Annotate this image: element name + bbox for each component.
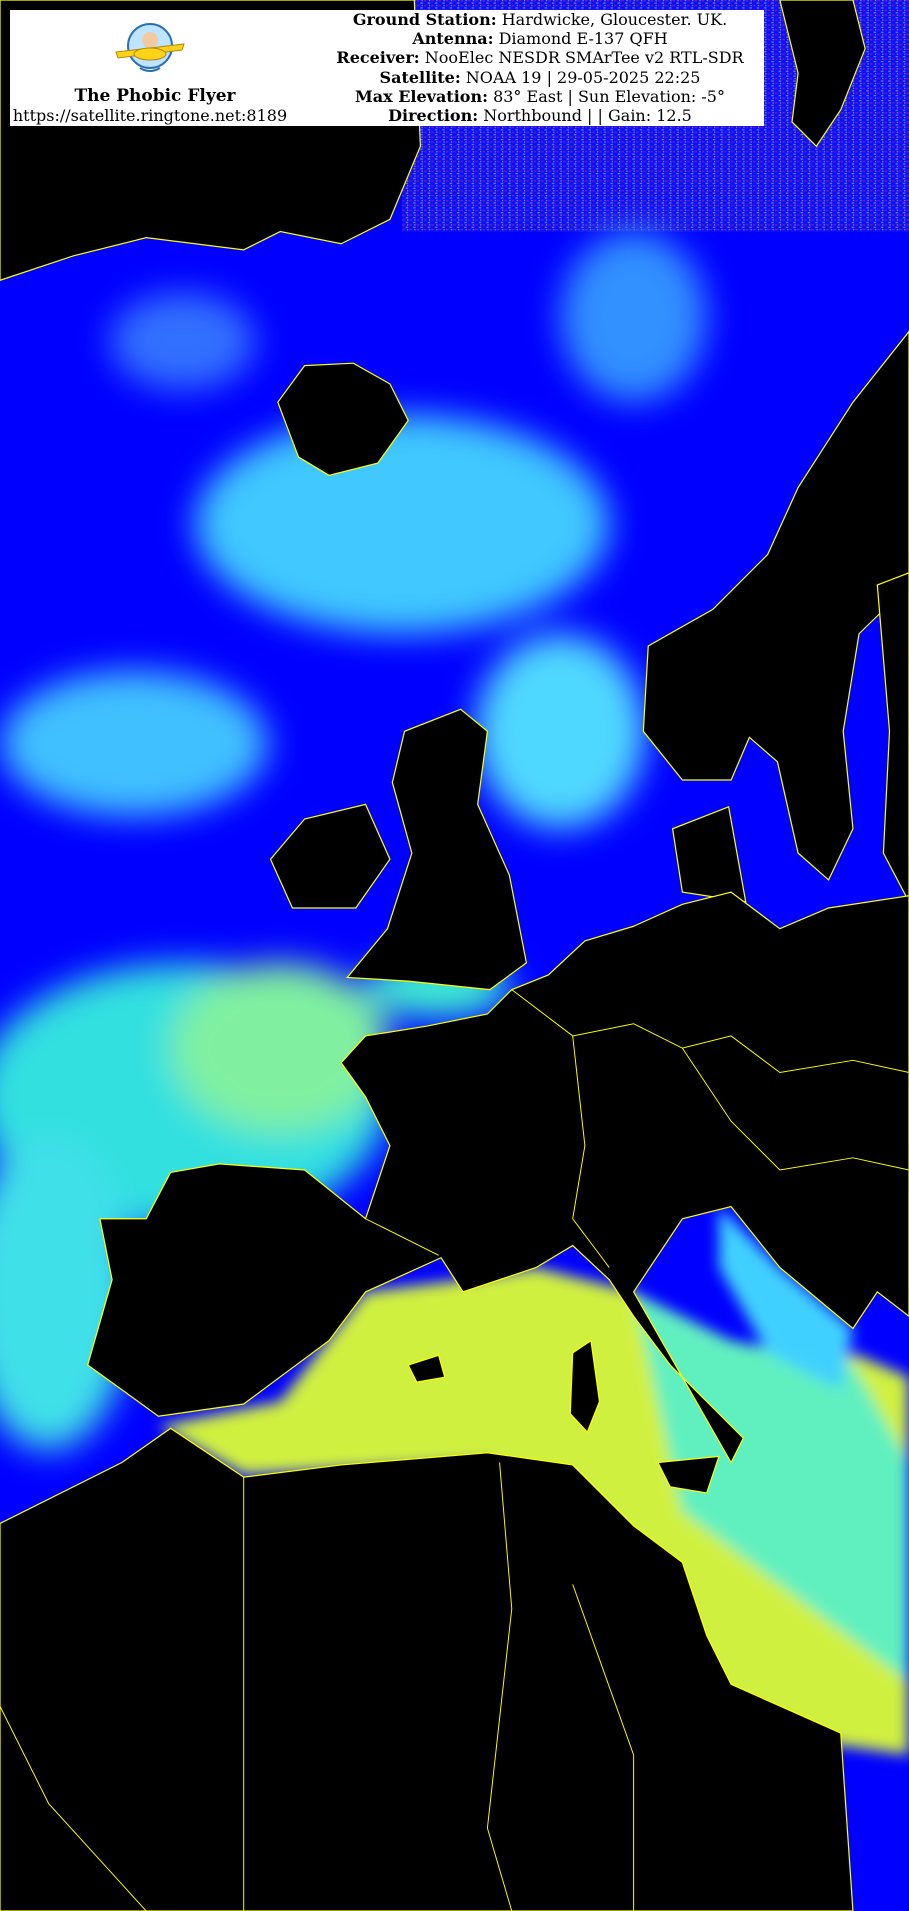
satellite-line: Satellite: NOAA 19 | 29-05-2025 22:25 (310, 68, 770, 87)
antenna-value: Diamond E-137 QFH (493, 29, 668, 49)
finland-coast (876, 572, 909, 903)
receiver-label: Receiver: (336, 48, 420, 68)
cloud-cover (0, 231, 707, 1451)
sicily (657, 1455, 720, 1494)
brand-name: The Phobic Flyer (74, 86, 236, 106)
brand-block: The Phobic Flyer https://satellite.ringt… (10, 10, 300, 126)
satellite-label: Satellite: (379, 67, 461, 87)
direction-label: Direction: (388, 106, 479, 126)
ground-station-line: Ground Station: Hardwicke, Gloucester. U… (310, 10, 770, 29)
denmark (671, 805, 747, 903)
borders (0, 989, 909, 1911)
scandinavia (642, 330, 909, 881)
station-info-header: The Phobic Flyer https://satellite.ringt… (10, 10, 764, 126)
antenna-line: Antenna: Diamond E-137 QFH (310, 29, 770, 48)
ireland (269, 803, 391, 909)
corsica-sardinia (569, 1339, 601, 1434)
continental-europe (87, 891, 909, 1464)
ground-station-value: Hardwicke, Gloucester. UK. (496, 10, 728, 29)
direction-line: Direction: Northbound | | Gain: 12.5 (310, 106, 770, 125)
max-elevation-label: Max Elevation: (355, 86, 488, 106)
satellite-value: NOAA 19 | 29-05-2025 22:25 (460, 67, 701, 87)
great-britain (346, 708, 528, 991)
pass-details: Ground Station: Hardwicke, Gloucester. U… (310, 10, 770, 125)
receiver-value: NooElec NESDR SMArTee v2 RTL-SDR (419, 48, 744, 68)
elevation-line: Max Elevation: 83° East | Sun Elevation:… (310, 87, 770, 106)
brand-url[interactable]: https://satellite.ringtone.net:8189 (12, 106, 288, 125)
ground-station-label: Ground Station: (352, 10, 497, 29)
receiver-line: Receiver: NooElec NESDR SMArTee v2 RTL-S… (310, 48, 770, 67)
balearic-islands (407, 1354, 446, 1383)
svalbard (779, 0, 866, 148)
mediterranean-sea (158, 1206, 909, 1755)
antenna-label: Antenna: (412, 29, 494, 49)
north-africa (0, 1427, 854, 1911)
direction-value: Northbound | | Gain: 12.5 (478, 106, 692, 126)
max-elevation-value: 83° East | Sun Elevation: -5° (487, 86, 725, 106)
iceland (277, 362, 409, 476)
phobic-flyer-logo-icon (115, 23, 185, 72)
